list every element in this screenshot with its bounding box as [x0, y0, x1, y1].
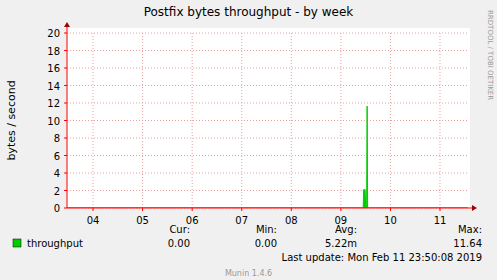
grid-line — [93, 33, 94, 208]
grid-line — [67, 138, 468, 139]
y-tick-label: 2 — [54, 186, 60, 197]
y-tick-label: 10 — [47, 116, 60, 127]
data-group — [67, 106, 468, 208]
legend-header: Max: — [458, 224, 482, 235]
x-tick-label: 05 — [136, 215, 149, 226]
y-tick-label: 12 — [47, 98, 60, 109]
grid-line — [67, 85, 468, 86]
grid-line — [67, 103, 468, 104]
grid-line — [390, 33, 391, 208]
background — [0, 0, 497, 280]
y-tick-label: 4 — [54, 168, 60, 179]
chart: Postfix bytes throughput - by week bytes … — [0, 0, 497, 280]
grid-line — [241, 33, 242, 208]
legend-header: Min: — [256, 224, 277, 235]
x-tick-label: 07 — [235, 215, 248, 226]
x-tick-label: 04 — [87, 215, 100, 226]
legend-label: throughput — [27, 238, 83, 249]
watermark: RRDTOOL / TOBI OETIKER — [486, 10, 494, 100]
grid-line — [67, 68, 468, 69]
legend-stat: 0.00 — [168, 238, 190, 249]
y-tick-label: 14 — [47, 81, 60, 92]
legend-stat: 5.22m — [325, 238, 357, 249]
y-tick-label: 20 — [47, 28, 60, 39]
y-tick-label: 8 — [54, 133, 60, 144]
y-axis — [67, 25, 68, 208]
grid-line — [192, 33, 193, 208]
footer: Munin 1.4.6 — [225, 269, 272, 278]
grid-line — [142, 33, 143, 208]
grid-line — [340, 33, 341, 208]
x-tick-label: 08 — [285, 215, 298, 226]
x-tick-label: 11 — [434, 215, 447, 226]
grid-line — [291, 33, 292, 208]
grid-line — [67, 33, 468, 34]
x-axis-arrow — [472, 205, 477, 211]
legend-swatch — [13, 239, 21, 247]
grid-line — [67, 155, 468, 156]
x-axis — [67, 208, 474, 209]
last-update: Last update: Mon Feb 11 23:50:08 2019 — [282, 252, 482, 263]
legend-stat: 0.00 — [255, 238, 277, 249]
y-axis-label: bytes / second — [5, 80, 18, 160]
legend-header: Avg: — [335, 224, 357, 235]
y-tick-label: 6 — [54, 151, 60, 162]
plot-area — [67, 28, 470, 209]
x-tick-label: 10 — [384, 215, 397, 226]
grid-line — [439, 33, 440, 208]
grid-line — [67, 120, 468, 121]
legend-stat: 11.64 — [453, 238, 482, 249]
y-axis-arrow — [64, 22, 70, 27]
grid-line — [67, 190, 468, 191]
y-tick-label: 18 — [47, 46, 60, 57]
grid-line — [67, 50, 468, 51]
data-area — [67, 106, 468, 208]
legend-header: Cur: — [169, 224, 190, 235]
y-tick-label: 0 — [54, 203, 60, 214]
y-tick-label: 16 — [47, 63, 60, 74]
grid-line — [67, 173, 468, 174]
title: Postfix bytes throughput - by week — [144, 5, 354, 19]
